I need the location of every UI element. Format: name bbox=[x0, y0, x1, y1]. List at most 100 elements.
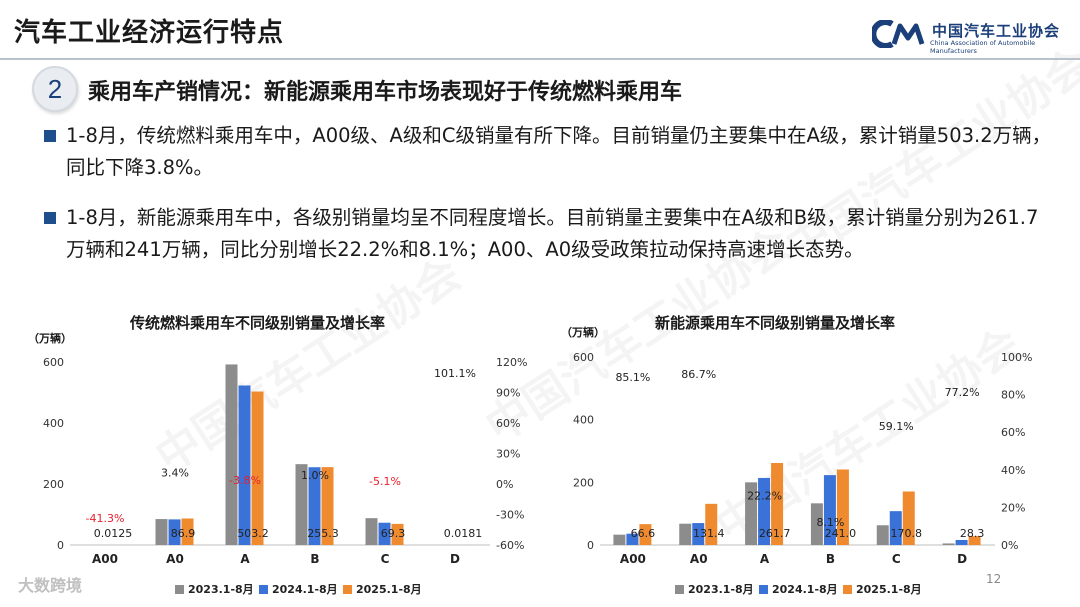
y2-tick-label: 20% bbox=[1001, 501, 1025, 514]
bar bbox=[823, 475, 836, 545]
data-label: 69.3 bbox=[381, 527, 406, 540]
growth-label: 77.2% bbox=[945, 386, 980, 399]
legend-swatch bbox=[675, 585, 684, 594]
x-tick-label: A0 bbox=[690, 552, 708, 566]
bar bbox=[626, 533, 639, 545]
bar bbox=[251, 391, 264, 545]
data-label: 170.8 bbox=[891, 527, 923, 540]
data-label: 503.2 bbox=[237, 527, 269, 540]
x-tick-label: B bbox=[310, 552, 319, 566]
growth-label: 59.1% bbox=[879, 420, 914, 433]
bar bbox=[639, 524, 652, 545]
bar bbox=[968, 536, 981, 545]
y2-tick-label: 0% bbox=[1001, 539, 1018, 552]
bar bbox=[613, 534, 626, 545]
bar bbox=[155, 519, 168, 545]
title-bar: 汽车工业经济运行特点 中国汽车工业协会 China Association of… bbox=[0, 0, 1080, 62]
bar bbox=[168, 519, 181, 545]
logo-name-cn: 中国汽车工业协会 bbox=[932, 22, 1061, 40]
x-tick-label: B bbox=[826, 552, 835, 566]
bar bbox=[181, 518, 194, 545]
bullet-text: 1-8月，传统燃料乘用车中，A00级、A级和C级销量有所下降。目前销量仍主要集中… bbox=[66, 124, 1052, 179]
y2-tick-label: -30% bbox=[496, 509, 524, 522]
chart-traditional-fuel: 传统燃料乘用车不同级别销量及增长率 （万辆） 0 200 400 600 -60% -30… bbox=[0, 312, 545, 602]
data-label: 261.7 bbox=[759, 527, 791, 540]
bullet-square-icon bbox=[44, 130, 56, 142]
chart-title: 新能源乘用车不同级别销量及增长率 bbox=[655, 314, 896, 332]
y-tick-label: 600 bbox=[43, 356, 64, 369]
bar bbox=[295, 464, 308, 545]
caam-logo-icon bbox=[872, 20, 925, 48]
logo: 中国汽车工业协会 China Association of Automobile… bbox=[872, 18, 1072, 55]
bar bbox=[876, 525, 889, 545]
growth-label: -5.1% bbox=[369, 475, 401, 488]
legend-swatch bbox=[175, 585, 184, 594]
bullet-item: 1-8月，新能源乘用车中，各级别销量均呈不同程度增长。目前销量主要集中在A级和B… bbox=[44, 202, 1054, 300]
legend-swatch bbox=[759, 585, 768, 594]
x-tick-label: A0 bbox=[166, 552, 184, 566]
y-tick-label: 600 bbox=[573, 351, 594, 364]
chart-plot: 0 200 400 600 0% 20% 40% 60% 80% 100% A00 66.6 85.1%… bbox=[573, 351, 1032, 596]
growth-label: 8.1% bbox=[816, 516, 844, 529]
bar bbox=[836, 469, 849, 545]
legend-swatch bbox=[343, 585, 352, 594]
data-label: 0.0125 bbox=[94, 527, 133, 540]
growth-label: 22.2% bbox=[747, 489, 782, 502]
legend-swatch bbox=[259, 585, 268, 594]
bar bbox=[679, 523, 692, 545]
bar bbox=[955, 539, 968, 545]
bar bbox=[238, 385, 251, 545]
legend-label: 2024.1-8月 bbox=[772, 583, 838, 596]
chart-new-energy: 新能源乘用车不同级别销量及增长率 （万辆） 0 200 400 600 0% 20% 40%… bbox=[545, 312, 1055, 602]
legend-label: 2024.1-8月 bbox=[272, 583, 338, 596]
data-label: 66.6 bbox=[631, 527, 656, 540]
footer-brand: 大数跨境 bbox=[18, 576, 83, 595]
data-label: 0.0181 bbox=[444, 527, 483, 540]
chart-title: 传统燃料乘用车不同级别销量及增长率 bbox=[130, 314, 386, 332]
growth-label: 101.1% bbox=[434, 367, 476, 380]
legend-swatch bbox=[843, 585, 852, 594]
y2-tick-label: 90% bbox=[496, 387, 520, 400]
section-title: 乘用车产销情况：新能源乘用车市场表现好于传统燃料乘用车 bbox=[88, 80, 683, 105]
data-label: 131.4 bbox=[693, 527, 725, 540]
x-tick-label: C bbox=[892, 552, 901, 566]
legend-label: 2023.1-8月 bbox=[188, 583, 254, 596]
bar bbox=[745, 482, 758, 545]
title-divider bbox=[0, 58, 1080, 60]
bullet-text: 1-8月，新能源乘用车中，各级别销量均呈不同程度增长。目前销量主要集中在A级和B… bbox=[66, 206, 1039, 261]
bar bbox=[902, 491, 915, 545]
bar bbox=[705, 503, 718, 545]
y-tick-label: 0 bbox=[57, 539, 64, 552]
y2-tick-label: -60% bbox=[496, 539, 524, 552]
bar bbox=[391, 523, 404, 545]
bar bbox=[225, 364, 238, 545]
y2-tick-label: 40% bbox=[1001, 464, 1025, 477]
x-tick-label: A bbox=[240, 552, 250, 566]
bullet-square-icon bbox=[44, 212, 56, 224]
data-label: 241.0 bbox=[825, 527, 857, 540]
growth-label: 3.4% bbox=[161, 467, 189, 480]
bar bbox=[810, 503, 823, 545]
page-number: 12 bbox=[986, 572, 1002, 586]
data-label: 28.3 bbox=[960, 527, 985, 540]
bullet-item: 1-8月，传统燃料乘用车中，A00级、A级和C级销量有所下降。目前销量仍主要集中… bbox=[44, 120, 1054, 186]
bar bbox=[321, 467, 334, 545]
bar bbox=[758, 477, 771, 545]
y2-tick-label: 60% bbox=[1001, 426, 1025, 439]
data-label: 86.9 bbox=[171, 527, 196, 540]
x-tick-label: A00 bbox=[92, 552, 118, 566]
growth-label: -3.8% bbox=[229, 474, 261, 487]
bar bbox=[889, 511, 902, 545]
y2-tick-label: 30% bbox=[496, 448, 520, 461]
bar bbox=[378, 522, 391, 545]
legend-label: 2025.1-8月 bbox=[856, 583, 922, 596]
bar bbox=[692, 523, 705, 545]
bar bbox=[365, 518, 378, 545]
y-axis-unit: （万辆） bbox=[28, 332, 72, 345]
y-tick-label: 400 bbox=[573, 414, 594, 427]
growth-label: 86.7% bbox=[681, 368, 716, 381]
growth-label: -41.3% bbox=[86, 512, 125, 525]
bar bbox=[942, 543, 955, 545]
section-number: 2 bbox=[32, 66, 78, 112]
y-tick-label: 0 bbox=[587, 539, 594, 552]
